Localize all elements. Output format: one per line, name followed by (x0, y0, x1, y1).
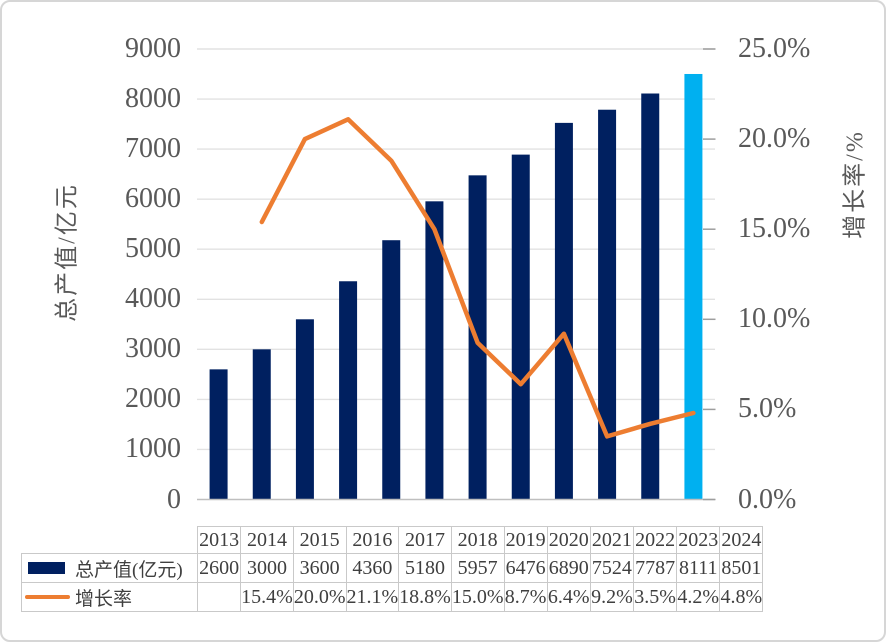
value-cell: 7787 (632, 553, 678, 583)
growth-cell: 6.4% (546, 582, 591, 612)
bar-2024 (684, 73, 703, 500)
growth-cell: 3.5% (632, 582, 678, 612)
legend-cell: 总产值(亿元) (21, 553, 198, 583)
year-cell: 2017 (398, 526, 452, 554)
left-axis-tick-label: 3000 (125, 333, 181, 365)
year-cell: 2024 (719, 526, 764, 554)
left-axis-tick-label: 2000 (125, 383, 181, 415)
bar-2015 (295, 319, 314, 500)
right-axis-tick-label: 25.0% (738, 33, 811, 64)
bar-2022 (598, 109, 617, 500)
series-label: 增长率 (75, 588, 133, 610)
left-axis-tick-label: 8000 (125, 83, 181, 115)
value-cell: 6476 (503, 553, 548, 583)
year-cell: 2020 (546, 526, 591, 554)
table-corner-cell (22, 527, 198, 554)
bar-2017 (382, 240, 401, 500)
value-cell: 2600 (196, 553, 242, 583)
value-cell: 3600 (292, 553, 347, 583)
left-axis-tick-label: 1000 (125, 433, 181, 465)
value-cell: 4360 (345, 553, 400, 583)
growth-cell: 4.2% (676, 582, 721, 612)
value-cell: 3000 (240, 553, 294, 583)
bar-2023 (641, 93, 660, 500)
growth-cell: 20.0% (292, 582, 347, 612)
year-cell: 2018 (450, 526, 505, 554)
left-axis-tick-label: 7000 (125, 133, 181, 165)
growth-cell: 18.8% (398, 582, 452, 612)
bar-2020 (511, 154, 530, 500)
year-cell: 2022 (632, 526, 678, 554)
bar-2021 (554, 122, 573, 500)
right-axis-tick-label: 20.0% (738, 123, 811, 155)
left-axis-tick-label: 4000 (125, 283, 181, 315)
year-cell: 2021 (589, 526, 634, 554)
growth-cell: 15.0% (450, 582, 505, 612)
value-cell: 5180 (398, 553, 452, 583)
year-cell: 2015 (292, 526, 347, 554)
value-cell: 8501 (719, 553, 764, 583)
year-cell: 2016 (345, 526, 400, 554)
data-table: 2013 2014 2015 2016 2017 2018 2019 2020 2021 2022… (21, 526, 764, 612)
left-axis-tick-label: 0 (167, 483, 181, 515)
growth-cell: 8.7% (503, 582, 548, 612)
year-cell: 2013 (196, 526, 242, 554)
left-axis-tick-label: 9000 (125, 33, 181, 64)
right-axis-tick-label: 5.0% (738, 393, 797, 425)
left-axis-tick-label: 6000 (125, 183, 181, 215)
growth-cell (196, 582, 242, 612)
right-axis-tick-label: 10.0% (738, 303, 811, 335)
series-label: 总产值(亿元) (75, 559, 183, 581)
year-cell: 2023 (676, 526, 721, 554)
growth-line (259, 117, 696, 439)
year-cell: 2019 (503, 526, 548, 554)
right-axis-tick-label: 15.0% (738, 213, 811, 245)
bar-2013 (209, 369, 228, 500)
right-axis-title: 增长率/% (842, 130, 869, 239)
growth-cell: 4.8% (719, 582, 764, 612)
legend-cell: 增长率 (21, 582, 198, 612)
growth-cell: 21.1% (345, 582, 400, 612)
value-cell: 6890 (546, 553, 591, 583)
left-axis-tick-label: 5000 (125, 233, 181, 265)
value-cell: 8111 (676, 553, 721, 583)
growth-cell: 15.4% (240, 582, 294, 612)
line-series-swatch (25, 595, 70, 599)
right-axis-tick-label: 0.0% (738, 483, 797, 515)
bar-series-swatch (28, 562, 65, 574)
bar-2018 (425, 201, 444, 500)
value-cell: 7524 (589, 553, 634, 583)
year-cell: 2014 (240, 526, 294, 554)
value-cell: 5957 (450, 553, 505, 583)
bar-2016 (339, 281, 358, 500)
growth-cell: 9.2% (589, 582, 634, 612)
bar-2014 (252, 349, 271, 500)
